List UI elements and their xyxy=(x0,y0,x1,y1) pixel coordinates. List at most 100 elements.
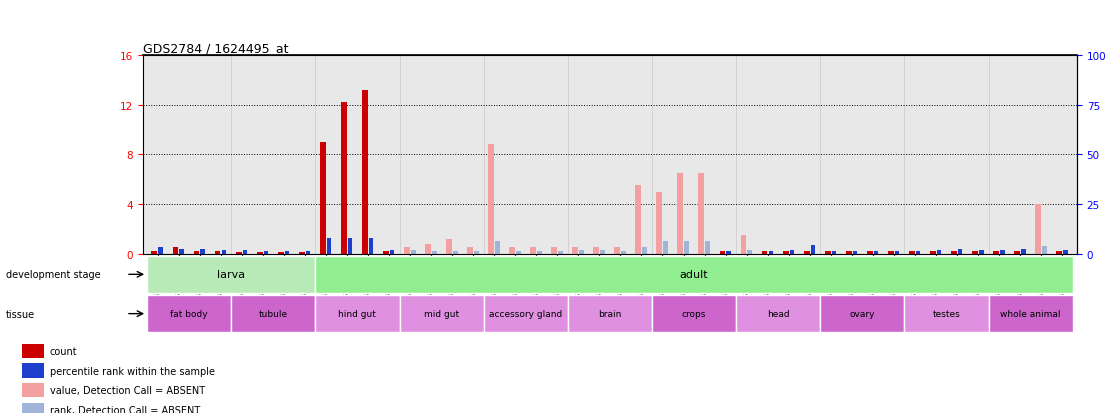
Bar xyxy=(699,173,704,254)
Bar xyxy=(727,251,731,254)
Bar xyxy=(466,248,473,254)
Bar xyxy=(930,252,936,254)
Bar xyxy=(761,252,768,254)
Bar xyxy=(846,252,852,254)
Bar xyxy=(316,295,400,332)
Text: tubule: tubule xyxy=(259,309,288,318)
Bar xyxy=(853,251,857,254)
Bar xyxy=(516,251,521,254)
Bar xyxy=(622,251,626,254)
Bar xyxy=(235,253,241,254)
Bar xyxy=(340,103,347,254)
Text: rank, Detection Call = ABSENT: rank, Detection Call = ABSENT xyxy=(50,405,200,413)
Bar xyxy=(488,145,494,254)
Text: larva: larva xyxy=(218,270,246,280)
Bar xyxy=(400,295,483,332)
Bar xyxy=(411,250,415,254)
Bar xyxy=(551,248,557,254)
Bar xyxy=(895,251,899,254)
Text: ovary: ovary xyxy=(849,309,875,318)
Bar xyxy=(684,242,689,254)
Bar xyxy=(348,238,353,254)
Bar xyxy=(614,248,620,254)
Bar xyxy=(904,295,989,332)
Bar xyxy=(509,248,514,254)
Text: count: count xyxy=(50,346,77,356)
Bar xyxy=(810,245,815,254)
Bar xyxy=(362,90,368,254)
Bar xyxy=(741,235,747,254)
Bar xyxy=(432,251,436,254)
Bar xyxy=(22,363,45,377)
Text: testes: testes xyxy=(933,309,961,318)
Bar xyxy=(705,241,710,254)
Bar xyxy=(474,251,479,254)
Bar xyxy=(789,251,795,254)
Bar xyxy=(389,251,394,254)
Bar xyxy=(147,295,231,332)
Bar xyxy=(263,251,268,254)
Text: fat body: fat body xyxy=(171,309,208,318)
Bar xyxy=(242,251,248,254)
Bar xyxy=(1000,250,1004,254)
Bar xyxy=(222,251,227,254)
Bar xyxy=(1014,252,1020,254)
Bar xyxy=(173,248,179,254)
Text: head: head xyxy=(767,309,789,318)
Bar xyxy=(804,252,809,254)
Bar xyxy=(404,248,410,254)
Bar xyxy=(320,142,326,254)
Bar xyxy=(1042,246,1047,254)
Bar xyxy=(916,251,921,254)
Bar xyxy=(537,251,541,254)
Bar xyxy=(316,256,1072,293)
Text: hind gut: hind gut xyxy=(338,309,376,318)
Bar xyxy=(558,251,562,254)
Bar xyxy=(147,256,316,293)
Bar xyxy=(663,241,668,254)
Bar xyxy=(530,248,536,254)
Text: GDS2784 / 1624495_at: GDS2784 / 1624495_at xyxy=(143,42,288,55)
Bar xyxy=(825,252,830,254)
Bar xyxy=(1064,250,1068,254)
Bar xyxy=(720,252,725,254)
Text: whole animal: whole animal xyxy=(1000,309,1061,318)
Bar xyxy=(496,241,500,254)
Bar xyxy=(22,383,45,397)
Text: accessory gland: accessory gland xyxy=(489,309,562,318)
Bar xyxy=(368,238,374,254)
Text: tissue: tissue xyxy=(6,309,35,319)
Bar xyxy=(643,247,647,254)
Bar xyxy=(951,252,956,254)
Bar xyxy=(214,252,221,254)
Bar xyxy=(22,344,45,358)
Bar xyxy=(22,403,45,413)
Bar xyxy=(383,252,388,254)
Text: percentile rank within the sample: percentile rank within the sample xyxy=(50,366,214,375)
Text: brain: brain xyxy=(598,309,622,318)
Bar xyxy=(748,251,752,254)
Bar xyxy=(979,250,983,254)
Bar xyxy=(656,192,662,254)
Bar xyxy=(677,173,683,254)
Bar xyxy=(958,249,962,254)
Bar xyxy=(257,253,262,254)
Bar xyxy=(874,251,878,254)
Bar xyxy=(867,252,873,254)
Bar xyxy=(306,251,310,254)
Bar xyxy=(888,252,894,254)
Bar xyxy=(652,295,737,332)
Bar xyxy=(573,248,578,254)
Bar xyxy=(635,186,642,254)
Bar xyxy=(908,252,915,254)
Text: adult: adult xyxy=(680,270,709,280)
Bar xyxy=(993,252,999,254)
Bar xyxy=(989,295,1072,332)
Bar xyxy=(972,252,978,254)
Bar xyxy=(579,251,584,254)
Bar xyxy=(600,251,605,254)
Bar xyxy=(158,248,163,254)
Bar xyxy=(299,253,305,254)
Bar xyxy=(446,239,452,254)
Bar xyxy=(1021,249,1026,254)
